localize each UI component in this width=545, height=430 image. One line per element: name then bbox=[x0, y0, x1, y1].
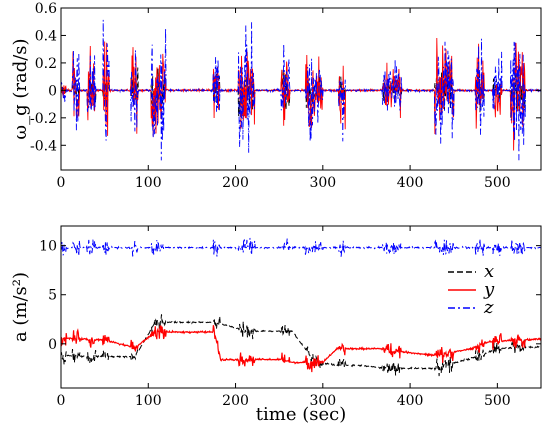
accel-xtick-label: 300 bbox=[309, 393, 336, 409]
gyro-ytick-label: -0.4 bbox=[30, 138, 57, 154]
accel-series-y bbox=[60, 325, 542, 373]
gyro-series-layer bbox=[60, 19, 541, 161]
accel-axes-frame bbox=[60, 225, 542, 389]
gyro-xtick-label: 200 bbox=[222, 175, 249, 191]
gyro-ytick-label: -0.2 bbox=[30, 111, 57, 127]
legend-label-x: x bbox=[484, 261, 494, 282]
gyro-ytick-label: 0.2 bbox=[35, 56, 57, 72]
accel-ticks: 0 100 200 300 400 500 0 5 10 bbox=[39, 226, 541, 409]
accel-xtick-label: 200 bbox=[222, 393, 249, 409]
gyro-ylabel-text: ω_g (rad/s) bbox=[10, 38, 31, 139]
accel-series-layer bbox=[60, 237, 542, 377]
gyro-xtick-label: 300 bbox=[309, 175, 336, 191]
accel-chart: 0 100 200 300 400 500 0 5 10 a (m/s²) time (sec)… bbox=[10, 225, 542, 425]
accel-series-z bbox=[60, 237, 541, 257]
accel-xlabel: time (sec) bbox=[256, 404, 346, 425]
accel-xtick-label: 400 bbox=[397, 393, 424, 409]
accel-legend: xyz bbox=[448, 261, 495, 318]
gyro-axes-frame bbox=[60, 7, 542, 171]
gyro-xtick-label: 100 bbox=[135, 175, 162, 191]
gyro-xtick-label: 500 bbox=[484, 175, 511, 191]
gyro-xtick-label: 400 bbox=[397, 175, 424, 191]
accel-ytick-label: 0 bbox=[48, 337, 57, 353]
accel-xtick-label: 500 bbox=[484, 393, 511, 409]
legend-label-y: y bbox=[483, 279, 495, 300]
accel-series-x bbox=[60, 314, 542, 377]
gyro-chart: 0 100 200 300 400 500 -0.4 -0.2 0 0.2 0.4 0.6 ω_g (… bbox=[10, 1, 542, 191]
accel-ytick-label: 10 bbox=[39, 239, 57, 255]
gyro-series-z bbox=[60, 19, 541, 161]
gyro-ticks: 0 100 200 300 400 500 -0.4 -0.2 0 0.2 0.4 0.6 bbox=[30, 1, 541, 191]
legend-label-z: z bbox=[483, 297, 494, 318]
accel-ytick-label: 5 bbox=[48, 288, 57, 304]
accel-xtick-label: 100 bbox=[135, 393, 162, 409]
gyro-ytick-label: 0.4 bbox=[35, 28, 57, 44]
gyro-ytick-label: 0.6 bbox=[35, 1, 57, 17]
gyro-ylabel: ω_g (rad/s) bbox=[10, 38, 31, 139]
accel-ylabel: a (m/s²) bbox=[10, 272, 31, 342]
gyro-plot-area bbox=[61, 8, 541, 170]
accel-xtick-label: 0 bbox=[57, 393, 66, 409]
gyro-xtick-label: 0 bbox=[57, 175, 66, 191]
gyro-ytick-label: 0 bbox=[48, 83, 57, 99]
accel-ylabel-text: a (m/s²) bbox=[10, 272, 31, 342]
